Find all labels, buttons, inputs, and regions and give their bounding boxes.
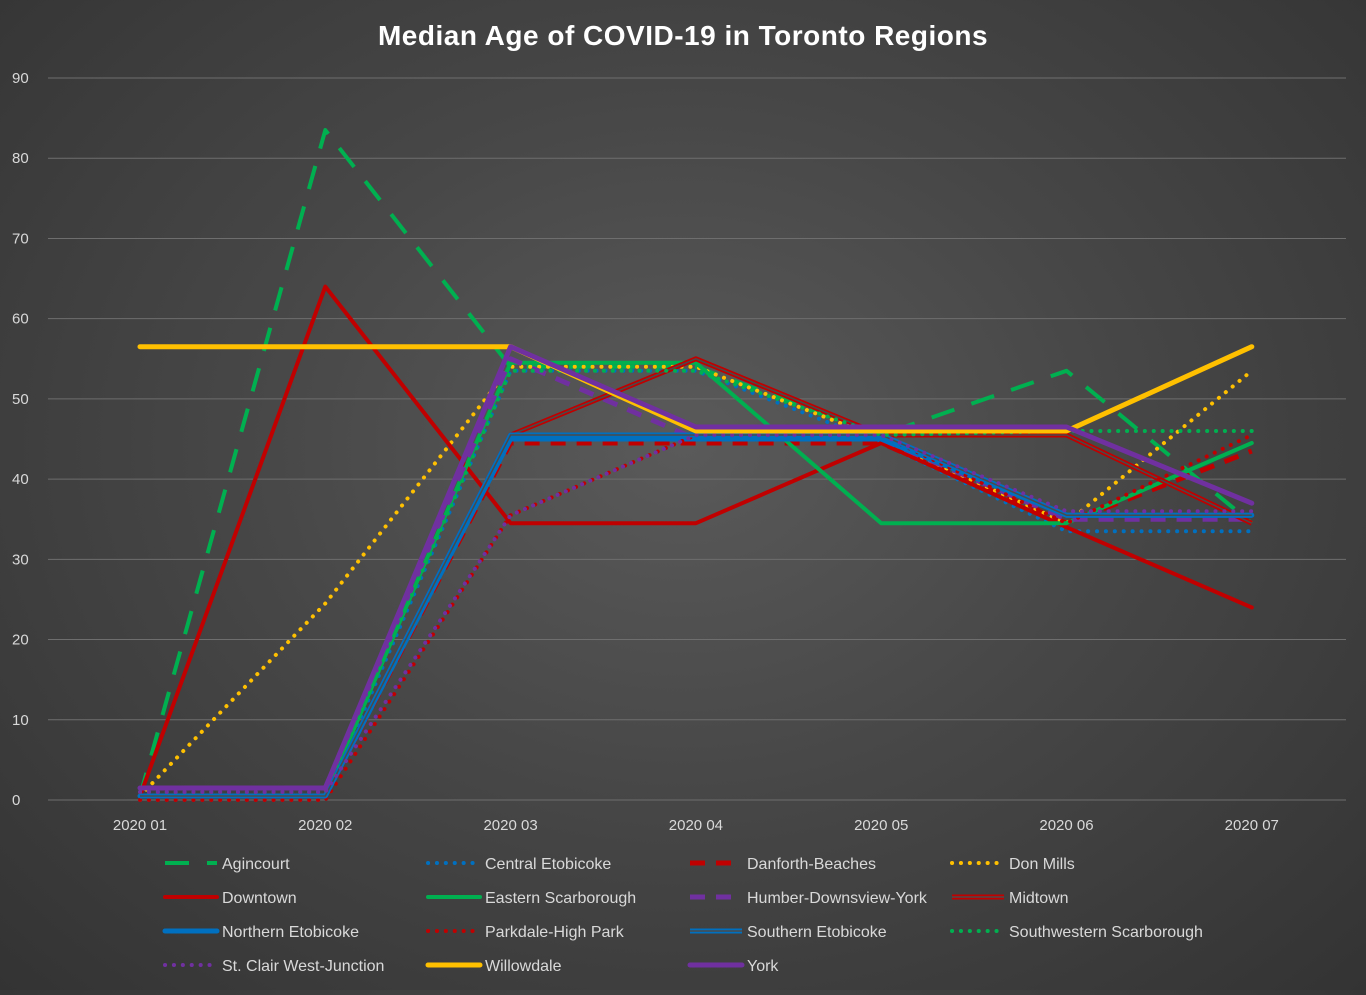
legend-label: Humber-Downsview-York xyxy=(747,890,928,907)
legend[interactable]: Agincourt Central Etobicoke Danforth-Beach… xyxy=(162,856,1203,975)
y-tick-label: 90 xyxy=(12,70,29,87)
legend-label: Agincourt xyxy=(222,856,290,873)
series-line-southern-etobicoke-inner xyxy=(140,434,1252,797)
legend-item-eastern-scarborough[interactable]: Eastern Scarborough xyxy=(426,890,636,907)
legend-label: Southwestern Scarborough xyxy=(1009,924,1203,941)
legend-item-danforth-beaches[interactable]: Danforth-Beaches xyxy=(690,856,876,873)
series-line-st-clair-west-junction xyxy=(138,433,1254,794)
legend-item-agincourt[interactable]: Agincourt xyxy=(165,856,290,873)
legend-label: Northern Etobicoke xyxy=(222,924,359,941)
legend-label: Southern Etobicoke xyxy=(747,924,887,941)
legend-item-southern-etobicoke[interactable]: Southern Etobicoke xyxy=(690,924,887,941)
legend-label: York xyxy=(747,958,779,975)
legend-label: Parkdale-High Park xyxy=(485,924,625,941)
grid xyxy=(48,77,1346,801)
legend-item-parkdale-high-park[interactable]: Parkdale-High Park xyxy=(426,924,625,941)
y-tick-label: 30 xyxy=(12,551,29,568)
y-tick-label: 70 xyxy=(12,230,29,247)
y-axis-ticks: 0 10 20 30 40 50 60 70 80 90 xyxy=(12,70,29,809)
x-tick-label: 2020 04 xyxy=(669,817,723,834)
legend-label: Don Mills xyxy=(1009,856,1075,873)
y-tick-label: 10 xyxy=(12,712,29,729)
series-line-parkdale-high-park xyxy=(138,433,1254,802)
series-line-northern-etobicoke xyxy=(137,436,1255,799)
legend-item-humber-downsview-york[interactable]: Humber-Downsview-York xyxy=(690,890,928,907)
legend-label: St. Clair West-Junction xyxy=(222,958,384,975)
series-line-danforth-beaches xyxy=(140,440,1253,799)
x-tick-label: 2020 05 xyxy=(854,817,908,834)
legend-item-willowdale[interactable]: Willowdale xyxy=(425,958,562,975)
x-tick-label: 2020 02 xyxy=(298,817,352,834)
legend-label: Central Etobicoke xyxy=(485,856,611,873)
series-lines xyxy=(137,128,1255,802)
legend-item-downtown[interactable]: Downtown xyxy=(163,890,297,907)
series-line-downtown xyxy=(138,284,1254,798)
y-tick-label: 40 xyxy=(12,471,29,488)
x-tick-label: 2020 07 xyxy=(1225,817,1279,834)
legend-item-york[interactable]: York xyxy=(687,958,779,975)
legend-item-central-etobicoke[interactable]: Central Etobicoke xyxy=(426,856,611,873)
legend-item-st-clair-west-junction[interactable]: St. Clair West-Junction xyxy=(163,958,384,975)
y-tick-label: 20 xyxy=(12,632,29,649)
legend-item-southwestern-scarborough[interactable]: Southwestern Scarborough xyxy=(950,924,1203,941)
x-tick-label: 2020 06 xyxy=(1039,817,1093,834)
series-line-southern-etobicoke xyxy=(140,432,1252,799)
legend-label: Danforth-Beaches xyxy=(747,856,876,873)
legend-item-don-mills[interactable]: Don Mills xyxy=(950,856,1075,873)
chart-title: Median Age of COVID-19 in Toronto Region… xyxy=(378,20,988,51)
y-tick-label: 60 xyxy=(12,311,29,328)
legend-label: Midtown xyxy=(1009,890,1069,907)
legend-label: Downtown xyxy=(222,890,297,907)
legend-item-midtown[interactable]: Midtown xyxy=(952,890,1069,907)
x-axis-ticks: 2020 01 2020 02 2020 03 2020 04 2020 05 2020 … xyxy=(113,817,1279,834)
y-tick-label: 0 xyxy=(12,792,20,809)
x-tick-label: 2020 01 xyxy=(113,817,167,834)
y-tick-label: 50 xyxy=(12,391,29,408)
series-line-willowdale xyxy=(137,344,1255,434)
legend-item-northern-etobicoke[interactable]: Northern Etobicoke xyxy=(162,924,359,941)
series-line-york xyxy=(137,344,1255,791)
legend-label: Eastern Scarborough xyxy=(485,890,636,907)
x-tick-label: 2020 03 xyxy=(483,817,537,834)
legend-label: Willowdale xyxy=(485,958,562,975)
y-tick-label: 80 xyxy=(12,150,29,167)
series-line-agincourt xyxy=(138,128,1254,797)
